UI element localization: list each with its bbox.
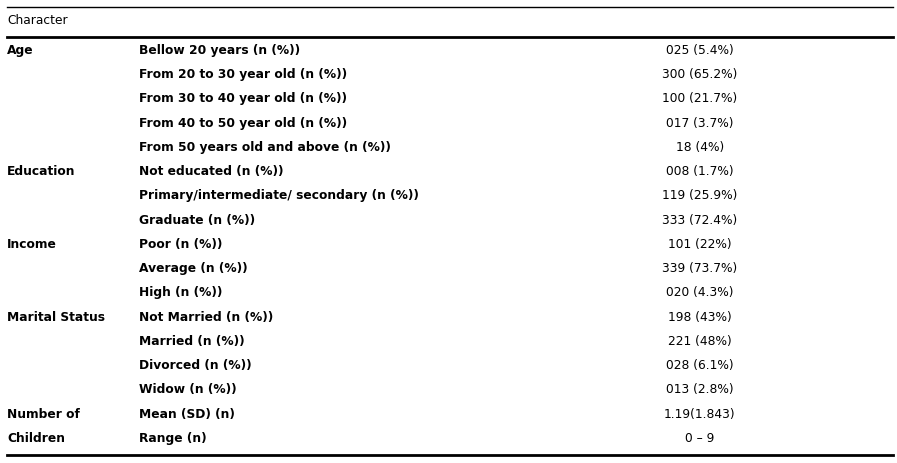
Text: Poor (n (%)): Poor (n (%)) <box>139 238 222 250</box>
Text: 0 – 9: 0 – 9 <box>685 431 714 444</box>
Text: Education: Education <box>7 165 75 178</box>
Text: 221 (48%): 221 (48%) <box>667 334 732 347</box>
Text: 198 (43%): 198 (43%) <box>667 310 732 323</box>
Text: 008 (1.7%): 008 (1.7%) <box>666 165 734 178</box>
Text: 18 (4%): 18 (4%) <box>675 141 724 154</box>
Text: Graduate (n (%)): Graduate (n (%)) <box>139 213 255 226</box>
Text: Married (n (%)): Married (n (%)) <box>139 334 245 347</box>
Text: 017 (3.7%): 017 (3.7%) <box>666 117 734 130</box>
Text: Children: Children <box>7 431 65 444</box>
Text: 119 (25.9%): 119 (25.9%) <box>662 189 737 202</box>
Text: 300 (65.2%): 300 (65.2%) <box>662 68 737 81</box>
Text: Mean (SD) (n): Mean (SD) (n) <box>139 407 235 419</box>
Text: 028 (6.1%): 028 (6.1%) <box>666 358 734 371</box>
Text: Widow (n (%)): Widow (n (%)) <box>139 382 237 395</box>
Text: Divorced (n (%)): Divorced (n (%)) <box>139 358 252 371</box>
Text: Not educated (n (%)): Not educated (n (%)) <box>139 165 283 178</box>
Text: 1.19(1.843): 1.19(1.843) <box>664 407 736 419</box>
Text: Range (n): Range (n) <box>139 431 206 444</box>
Text: Primary/intermediate/ secondary (n (%)): Primary/intermediate/ secondary (n (%)) <box>139 189 419 202</box>
Text: Marital Status: Marital Status <box>7 310 105 323</box>
Text: Bellow 20 years (n (%)): Bellow 20 years (n (%)) <box>139 44 300 57</box>
Text: 101 (22%): 101 (22%) <box>668 238 731 250</box>
Text: From 20 to 30 year old (n (%)): From 20 to 30 year old (n (%)) <box>139 68 347 81</box>
Text: 333 (72.4%): 333 (72.4%) <box>662 213 737 226</box>
Text: Character: Character <box>7 14 68 27</box>
Text: Income: Income <box>7 238 57 250</box>
Text: Age: Age <box>7 44 34 57</box>
Text: From 30 to 40 year old (n (%)): From 30 to 40 year old (n (%)) <box>139 92 347 105</box>
Text: 100 (21.7%): 100 (21.7%) <box>662 92 737 105</box>
Text: 339 (73.7%): 339 (73.7%) <box>662 262 737 275</box>
Text: Not Married (n (%)): Not Married (n (%)) <box>139 310 274 323</box>
Text: Number of: Number of <box>7 407 80 419</box>
Text: High (n (%)): High (n (%)) <box>139 286 222 299</box>
Text: Average (n (%)): Average (n (%)) <box>139 262 248 275</box>
Text: 020 (4.3%): 020 (4.3%) <box>666 286 734 299</box>
Text: 025 (5.4%): 025 (5.4%) <box>666 44 734 57</box>
Text: From 50 years old and above (n (%)): From 50 years old and above (n (%)) <box>139 141 391 154</box>
Text: From 40 to 50 year old (n (%)): From 40 to 50 year old (n (%)) <box>139 117 347 130</box>
Text: 013 (2.8%): 013 (2.8%) <box>666 382 734 395</box>
